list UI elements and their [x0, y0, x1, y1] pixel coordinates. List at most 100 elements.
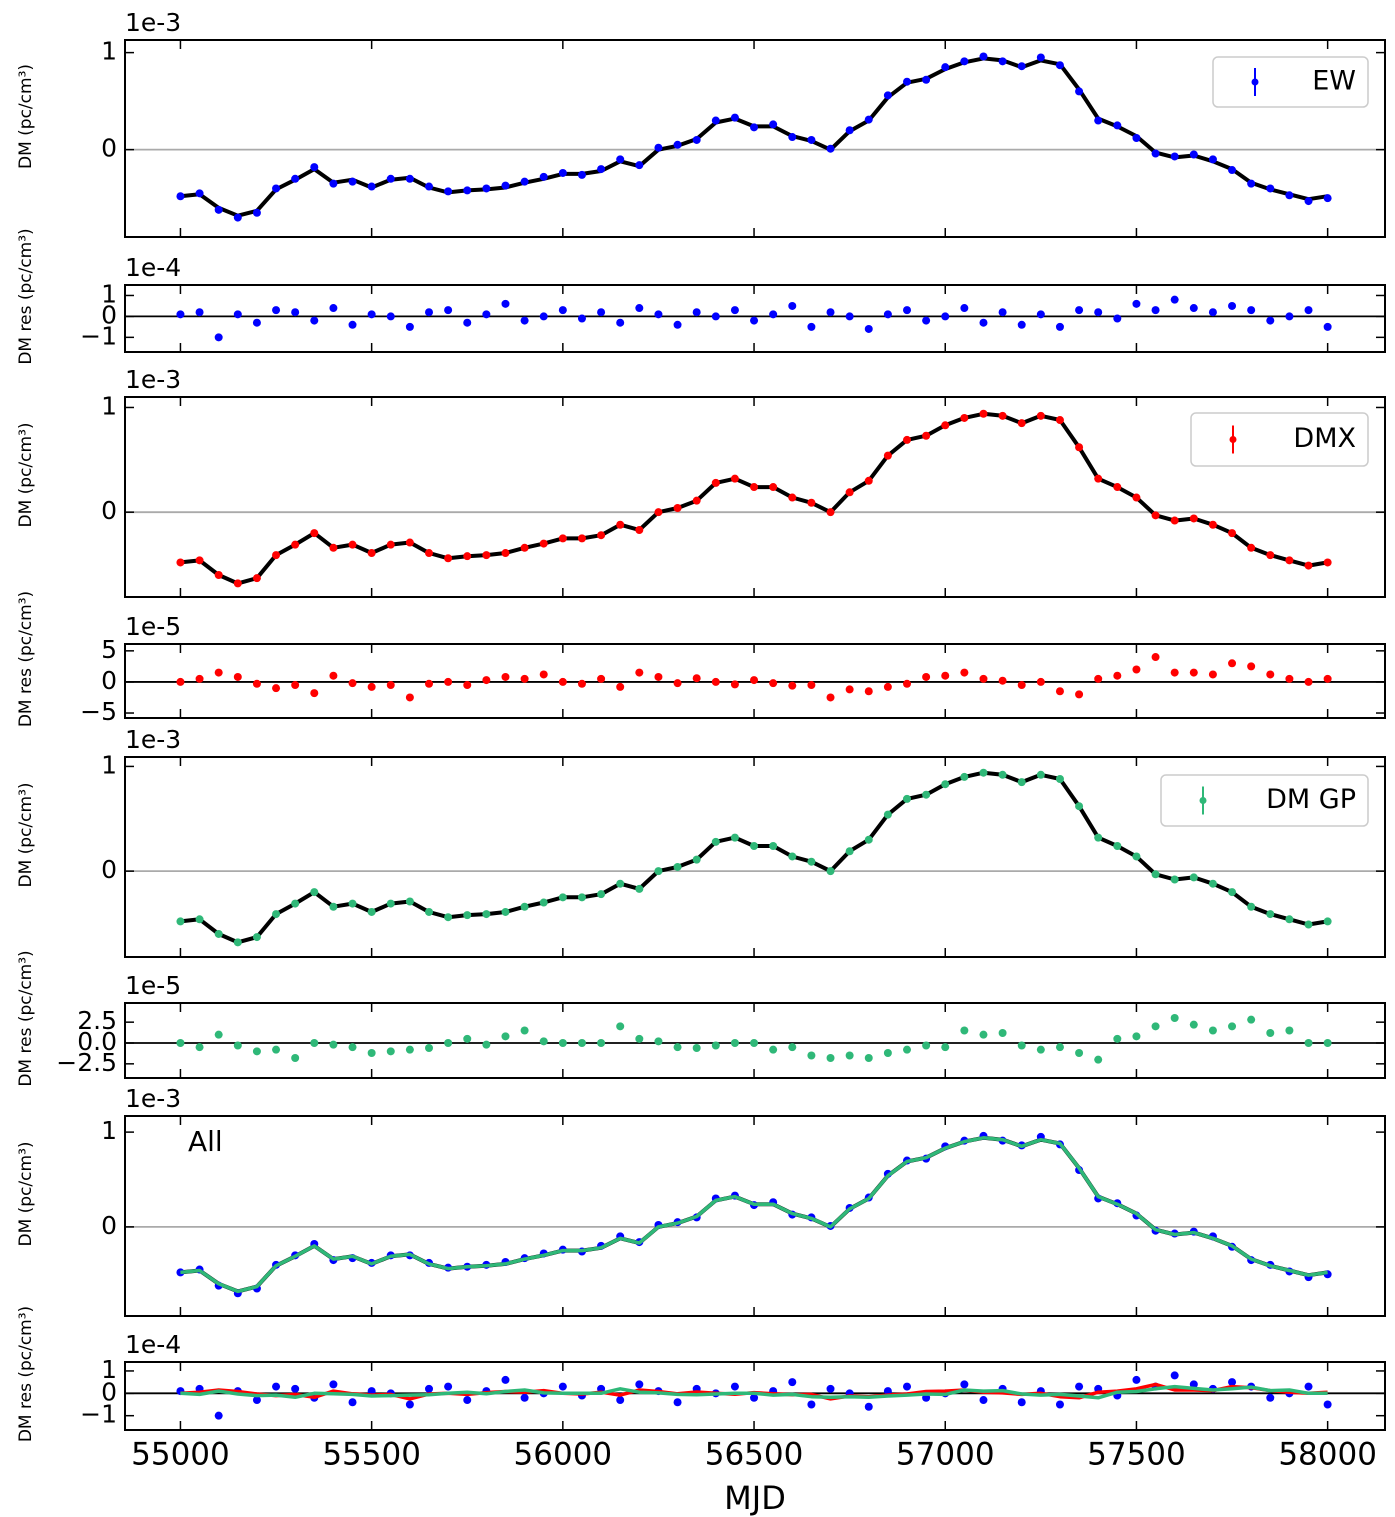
data-point [577, 170, 586, 179]
data-point [386, 681, 395, 690]
data-point [1055, 687, 1064, 696]
data-point [463, 911, 472, 920]
data-point [444, 913, 453, 922]
data-point [979, 409, 988, 418]
data-point [272, 306, 281, 315]
data-point [252, 1396, 261, 1405]
data-point [730, 1039, 739, 1047]
data-point [1323, 917, 1332, 926]
data-point [405, 897, 414, 906]
y-tick-label: −1 [80, 1400, 117, 1429]
data-point [979, 768, 988, 777]
legend-label: DM GP [1266, 784, 1356, 815]
data-point [272, 184, 281, 193]
y-axis-label: DM (pc/cm³) [16, 422, 36, 527]
data-point [252, 679, 261, 688]
data-point [1094, 474, 1103, 483]
y-tick-label: 0 [101, 1211, 117, 1240]
data-point [520, 177, 529, 186]
data-point [692, 496, 701, 505]
data-point [1113, 314, 1122, 323]
y-tick-label: 0 [101, 666, 117, 695]
data-point [252, 318, 261, 327]
data-point [176, 310, 185, 319]
data-point [903, 1382, 912, 1391]
data-point [1304, 677, 1313, 686]
data-point [1247, 1015, 1256, 1024]
data-point [291, 1054, 300, 1062]
data-point [1113, 842, 1122, 851]
data-point [367, 182, 376, 191]
axes-frame [124, 756, 1386, 958]
data-point [1266, 184, 1275, 193]
data-point [329, 1380, 338, 1389]
y-tick-label: 1 [101, 279, 117, 308]
data-point [730, 113, 739, 122]
data-point [960, 1026, 969, 1035]
data-point [597, 890, 606, 899]
data-point [730, 680, 739, 689]
data-point [444, 187, 453, 196]
data-point [1132, 134, 1141, 143]
data-point [214, 1030, 223, 1039]
data-point [482, 910, 491, 919]
data-point [864, 115, 873, 124]
data-point [788, 852, 797, 861]
data-point [425, 549, 434, 558]
data-point [654, 508, 663, 517]
data-point [329, 304, 338, 313]
data-point [1075, 690, 1084, 699]
data-point [1266, 670, 1275, 679]
data-point [941, 671, 950, 680]
data-point [1228, 659, 1237, 668]
data-point [750, 1393, 759, 1402]
data-point [1208, 670, 1217, 679]
x-axis-label: MJD [724, 1479, 786, 1517]
data-point [1208, 155, 1217, 164]
data-point [1208, 308, 1217, 317]
data-point [520, 902, 529, 911]
data-point [291, 1384, 300, 1393]
data-point [998, 57, 1007, 66]
data-point [903, 794, 912, 803]
data-point [635, 884, 644, 893]
data-point [1228, 529, 1237, 538]
data-point [1132, 1032, 1141, 1041]
x-tick-label: 55000 [131, 1437, 230, 1473]
data-point [1266, 1029, 1275, 1037]
data-point [673, 503, 682, 512]
data-point [807, 1400, 816, 1409]
legend-symbol [1229, 436, 1237, 443]
data-point [195, 915, 204, 924]
data-point [176, 558, 185, 567]
data-point [463, 318, 472, 327]
data-point [520, 543, 529, 552]
data-point [1189, 1020, 1198, 1029]
data-point [673, 679, 682, 688]
data-point [1170, 875, 1179, 884]
data-point [922, 790, 931, 799]
data-point [1170, 1014, 1179, 1022]
data-point [310, 163, 319, 172]
data-point [501, 299, 510, 308]
data-point [1094, 674, 1103, 683]
data-point [214, 929, 223, 938]
y-tick-label: 0 [101, 1377, 117, 1406]
axes-frame [124, 1002, 1386, 1079]
data-point [597, 165, 606, 174]
data-point [769, 120, 778, 129]
data-point [979, 1396, 988, 1405]
data-point [750, 676, 759, 685]
data-point [864, 1402, 873, 1411]
data-point [750, 316, 759, 325]
data-point [348, 899, 357, 908]
data-point [979, 1030, 988, 1039]
data-point [1304, 561, 1313, 570]
data-point [673, 140, 682, 149]
data-point [998, 770, 1007, 779]
data-point [788, 493, 797, 502]
data-point [367, 907, 376, 916]
data-point [654, 1037, 663, 1046]
y-tick-label: 0 [101, 134, 117, 163]
data-point [310, 529, 319, 538]
